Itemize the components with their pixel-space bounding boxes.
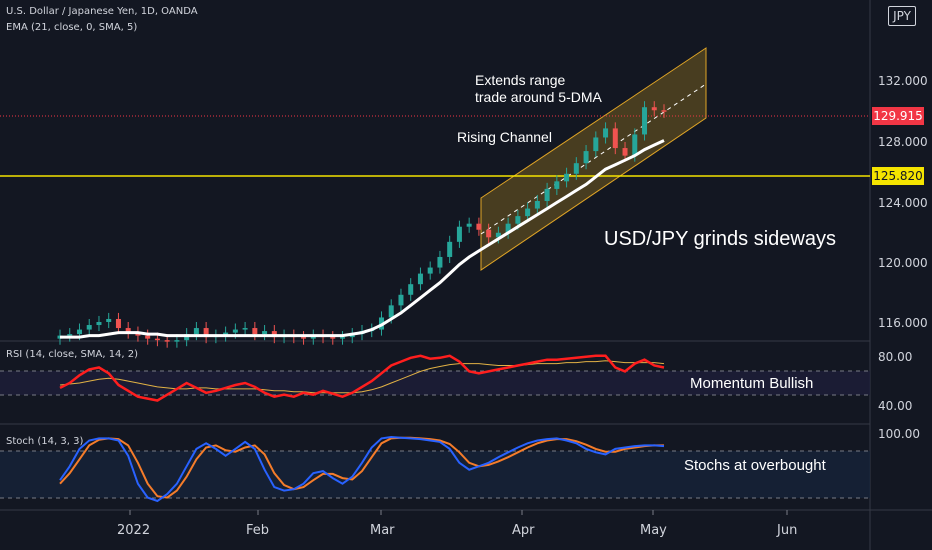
- candle[interactable]: [252, 328, 258, 335]
- candle[interactable]: [174, 340, 180, 342]
- x-tick-label: Apr: [512, 523, 535, 538]
- candle[interactable]: [612, 128, 618, 149]
- rsi-tick-label: 80.00: [878, 350, 913, 364]
- candle[interactable]: [505, 223, 511, 233]
- candle[interactable]: [495, 232, 501, 238]
- rsi-legend[interactable]: RSI (14, close, SMA, 14, 2): [6, 349, 139, 360]
- annotation-momentum: Momentum Bullish: [690, 375, 814, 392]
- candle[interactable]: [242, 328, 248, 330]
- ema-legend[interactable]: EMA (21, close, 0, SMA, 5): [6, 22, 138, 33]
- candle[interactable]: [632, 134, 638, 156]
- stoch-band: [0, 451, 870, 498]
- candle[interactable]: [223, 332, 229, 336]
- x-tick-label: Mar: [370, 523, 395, 538]
- candle[interactable]: [466, 223, 472, 227]
- candle[interactable]: [203, 328, 209, 338]
- candle[interactable]: [564, 173, 570, 182]
- x-tick-label: May: [640, 523, 667, 538]
- current-price-tag: 129.915: [872, 107, 924, 125]
- candle[interactable]: [661, 110, 667, 112]
- candle[interactable]: [388, 305, 394, 318]
- support-price-tag: 125.820: [872, 167, 924, 185]
- annotation-extends-1: Extends range: [475, 72, 566, 88]
- stoch-k-line: [59, 435, 665, 503]
- x-tick-label: Jun: [777, 523, 798, 538]
- candle[interactable]: [164, 340, 170, 342]
- annotation-grinds: USD/JPY grinds sideways: [604, 228, 836, 250]
- candle[interactable]: [622, 148, 628, 156]
- candles-group: [57, 101, 667, 348]
- candle[interactable]: [408, 284, 414, 295]
- candle[interactable]: [593, 137, 599, 152]
- y-tick-label: 120.000: [878, 256, 928, 270]
- stoch-tick-label: 100.00: [878, 427, 920, 441]
- y-tick-label: 116.000: [878, 316, 928, 330]
- candle[interactable]: [651, 107, 657, 111]
- y-tick-label: 128.000: [878, 135, 928, 149]
- candle[interactable]: [456, 226, 462, 242]
- candle[interactable]: [642, 107, 648, 135]
- candle[interactable]: [515, 216, 521, 224]
- candle[interactable]: [86, 325, 92, 330]
- candle[interactable]: [262, 331, 268, 335]
- annotation-rising-channel: Rising Channel: [457, 129, 552, 145]
- candle[interactable]: [125, 328, 131, 333]
- rsi-line: [59, 354, 665, 402]
- candle[interactable]: [232, 329, 238, 333]
- candle[interactable]: [106, 318, 112, 322]
- candle[interactable]: [96, 322, 102, 326]
- candle[interactable]: [486, 229, 492, 238]
- candle[interactable]: [534, 201, 540, 209]
- x-tick-label: Feb: [246, 523, 270, 538]
- candle[interactable]: [417, 273, 423, 285]
- candle[interactable]: [476, 223, 482, 230]
- candle[interactable]: [301, 337, 307, 339]
- ema-line: [60, 139, 665, 339]
- candle[interactable]: [583, 151, 589, 164]
- candle[interactable]: [398, 294, 404, 306]
- channel-midline[interactable]: [480, 83, 707, 235]
- x-tick-label: 2022: [117, 523, 151, 538]
- rsi-tick-label: 40.00: [878, 399, 913, 413]
- candle[interactable]: [427, 267, 433, 274]
- candle[interactable]: [340, 337, 346, 339]
- candle[interactable]: [145, 335, 151, 339]
- candle[interactable]: [447, 241, 453, 257]
- candle[interactable]: [76, 329, 82, 335]
- y-tick-label: 132.000: [878, 74, 928, 88]
- candle[interactable]: [154, 338, 160, 341]
- candle[interactable]: [193, 328, 199, 335]
- candle[interactable]: [573, 163, 579, 174]
- candle[interactable]: [603, 128, 609, 138]
- y-tick-label: 124.000: [878, 196, 928, 210]
- candle[interactable]: [184, 334, 190, 341]
- candle[interactable]: [330, 337, 336, 339]
- candle[interactable]: [310, 335, 316, 339]
- symbol-legend[interactable]: U.S. Dollar / Japanese Yen, 1D, OANDA: [6, 6, 198, 17]
- currency-button[interactable]: JPY: [888, 6, 916, 26]
- annotation-extends-2: trade around 5-DMA: [475, 89, 602, 105]
- candle[interactable]: [525, 208, 531, 217]
- rsi-band: [0, 371, 870, 395]
- annotation-stochs: Stochs at overbought: [684, 457, 826, 474]
- stoch-legend[interactable]: Stoch (14, 3, 3): [6, 436, 84, 447]
- candle[interactable]: [437, 256, 443, 268]
- candle[interactable]: [544, 188, 550, 201]
- rsi-ma-line: [59, 360, 665, 394]
- candle[interactable]: [115, 318, 121, 329]
- candle[interactable]: [67, 334, 73, 336]
- candle[interactable]: [554, 181, 560, 189]
